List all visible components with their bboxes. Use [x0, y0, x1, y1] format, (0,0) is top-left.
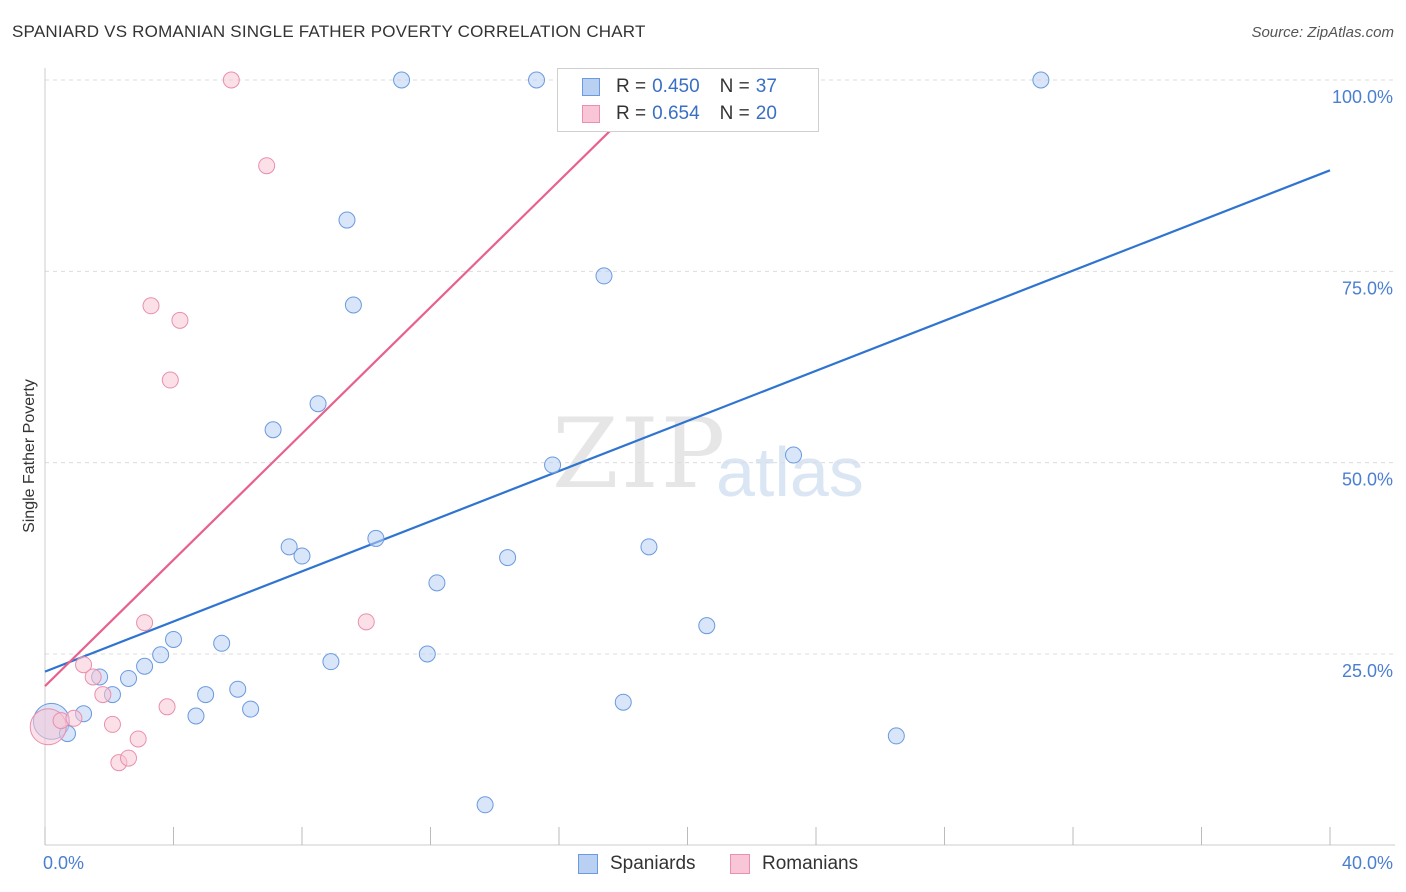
legend-row-spaniards: R = 0.450 N = 37 [582, 75, 777, 99]
spaniard-point [280, 538, 298, 556]
spaniard-point [242, 700, 260, 718]
spaniard-point [187, 707, 205, 725]
romanians-swatch [730, 854, 750, 874]
watermark-atlas: atlas [716, 433, 864, 511]
romanian-point [75, 656, 93, 674]
spaniard-point [264, 421, 282, 439]
spaniard-point [309, 395, 327, 413]
tick-labels: 25.0% 50.0% 75.0% 100.0% 0.0% 40.0% [43, 87, 1393, 873]
romanian-point [222, 71, 240, 89]
chart-title: SPANIARD VS ROMANIAN SINGLE FATHER POVER… [12, 22, 646, 41]
romanian-point [129, 730, 147, 748]
romanian-point [94, 686, 112, 704]
n-value: 37 [755, 76, 777, 97]
spaniard-point [476, 796, 494, 814]
x-tick-label: 0.0% [43, 853, 84, 873]
r-value: 0.654 [652, 103, 700, 124]
romanian-point [161, 371, 179, 389]
spaniard-point [367, 529, 385, 547]
spaniards-swatch [578, 854, 598, 874]
axes [44, 68, 1395, 846]
r-value: 0.450 [652, 76, 700, 97]
spaniard-point [640, 538, 658, 556]
n-value: 20 [755, 103, 777, 124]
spaniard-point [152, 646, 170, 664]
spaniard-point [165, 630, 182, 648]
spaniard-point [418, 645, 436, 663]
spaniard-point [528, 71, 546, 89]
bottom-legend-romanians: Romanians [730, 852, 858, 876]
romanian-point [357, 613, 375, 631]
romanian-point [120, 749, 138, 767]
spaniard-point [322, 653, 340, 671]
y-tick-label: 25.0% [1342, 661, 1393, 681]
n-label: N = [719, 103, 750, 124]
spaniards-swatch [582, 78, 600, 96]
data-points [29, 71, 1050, 814]
spaniard-point [1032, 71, 1050, 89]
y-tick-label: 50.0% [1342, 470, 1393, 490]
spaniard-point [344, 296, 362, 314]
spaniard-point [428, 574, 446, 592]
spaniard-point [213, 634, 231, 652]
y-axis-label: Single Father Poverty [21, 379, 38, 533]
spaniard-point [338, 211, 356, 229]
spaniard-point [544, 456, 562, 474]
source-label: Source: ZipAtlas.com [1251, 24, 1394, 41]
spaniards-trendline [44, 169, 1331, 673]
spaniard-point [293, 547, 311, 565]
spaniard-point [197, 686, 215, 704]
romanian-point [158, 698, 176, 716]
romanian-point [65, 709, 83, 727]
romanian-point [258, 157, 276, 175]
romanians-trendline [44, 79, 663, 687]
r-label: R = [616, 76, 647, 97]
y-tick-label: 100.0% [1332, 87, 1393, 107]
spaniard-point [136, 657, 154, 675]
romanians-swatch [582, 105, 600, 123]
spaniards-label: Spaniards [610, 853, 696, 874]
legend-row-romanians: R = 0.654 N = 20 [582, 102, 777, 126]
x-tick-label: 40.0% [1342, 853, 1393, 873]
spaniard-point [229, 680, 247, 698]
romanian-point [136, 614, 154, 632]
spaniard-point [698, 617, 716, 635]
spaniard-point [120, 669, 138, 687]
r-label: R = [616, 103, 647, 124]
correlation-legend: R = 0.450 N = 37 R = 0.654 N = 20 [557, 68, 819, 132]
spaniard-point [499, 549, 517, 567]
trendlines [44, 79, 1331, 687]
romanian-point [84, 668, 102, 686]
romanians-label: Romanians [762, 853, 859, 874]
grid-lines [45, 79, 1395, 655]
spaniard-point [614, 693, 632, 711]
romanian-point [103, 715, 121, 733]
y-tick-label: 75.0% [1342, 278, 1393, 298]
n-label: N = [719, 76, 750, 97]
romanian-point [142, 297, 160, 315]
spaniard-point [785, 446, 803, 464]
bottom-legend-spaniards: Spaniards [578, 852, 696, 876]
spaniard-point [887, 727, 905, 745]
romanian-point [171, 311, 189, 329]
spaniard-point [595, 267, 613, 285]
spaniard-point [393, 71, 411, 89]
